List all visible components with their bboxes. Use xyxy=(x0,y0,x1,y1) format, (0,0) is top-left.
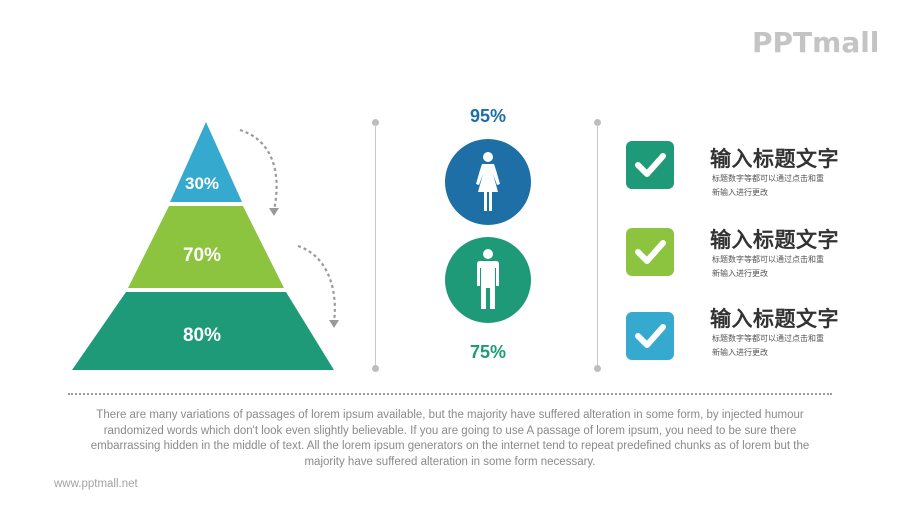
checkbox-1 xyxy=(626,141,674,189)
item-desc-1-line2: 新输入进行更改 xyxy=(712,188,768,197)
female-percent: 95% xyxy=(469,106,507,126)
item-title-1: 输入标题文字 xyxy=(710,147,839,171)
male-icon xyxy=(477,249,499,309)
item-desc-1-line1: 标题数字等都可以通过点击和重 xyxy=(712,174,824,183)
check-icon xyxy=(635,240,666,264)
pyramid-label-top: 30% xyxy=(185,174,219,193)
female-icon xyxy=(476,152,500,211)
checkbox-3 xyxy=(626,312,674,360)
item-desc-2-line2: 新输入进行更改 xyxy=(712,269,768,278)
item-desc-3: 标题数字等都可以通过点击和重 新输入进行更改 xyxy=(712,332,852,360)
check-icon xyxy=(635,153,666,177)
body-paragraph: There are many variations of passages of… xyxy=(90,409,810,468)
divider-line-right xyxy=(597,124,598,367)
item-title-3: 输入标题文字 xyxy=(710,307,839,331)
pyramid-level-middle xyxy=(128,206,284,288)
arrow-head-upper xyxy=(269,208,279,216)
item-desc-2-line1: 标题数字等都可以通过点击和重 xyxy=(712,255,824,264)
curved-arrow-lower xyxy=(297,244,336,323)
arrow-head-lower xyxy=(329,320,339,328)
checkbox-2 xyxy=(626,228,674,276)
footer-url: www.pptmall.net xyxy=(54,478,138,490)
divider-dot-top-left xyxy=(372,119,379,126)
item-desc-3-line1: 标题数字等都可以通过点击和重 xyxy=(712,334,824,343)
divider-dot-top-right xyxy=(594,119,601,126)
item-desc-2: 标题数字等都可以通过点击和重 新输入进行更改 xyxy=(712,253,852,281)
item-desc-1: 标题数字等都可以通过点击和重 新输入进行更改 xyxy=(712,172,852,200)
curved-arrow-upper xyxy=(239,128,278,211)
pyramid-level-top xyxy=(170,122,242,202)
divider-line-left xyxy=(375,124,376,367)
pyramid-label-middle: 70% xyxy=(183,245,221,266)
pyramid-label-bottom: 80% xyxy=(183,325,221,346)
male-percent: 75% xyxy=(469,342,507,362)
male-circle xyxy=(445,237,531,323)
divider-dot-bottom-left xyxy=(372,365,379,372)
divider-dot-bottom-right xyxy=(594,365,601,372)
dotted-separator xyxy=(68,393,832,395)
female-circle xyxy=(445,139,531,225)
item-desc-3-line2: 新输入进行更改 xyxy=(712,348,768,357)
pyramid-level-bottom xyxy=(72,292,334,370)
pyramid-chart: 30% 70% 80% xyxy=(72,122,339,370)
item-title-2: 输入标题文字 xyxy=(710,228,839,252)
pptmall-logo: PPTmall xyxy=(752,26,880,59)
check-icon xyxy=(635,324,666,348)
